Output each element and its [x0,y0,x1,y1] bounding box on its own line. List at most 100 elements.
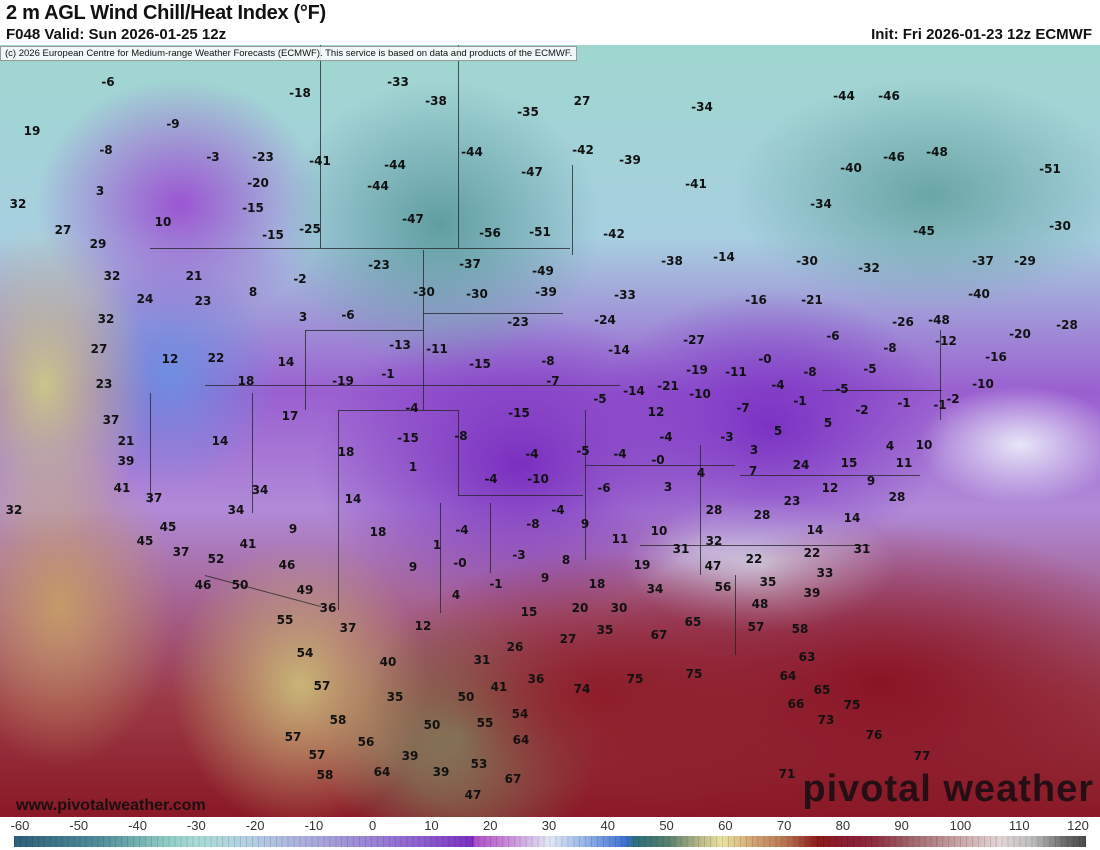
temperature-label: 12 [821,481,839,495]
colorbar-tick-label: 50 [659,818,674,833]
temperature-label: -8 [99,143,113,157]
temperature-label: -39 [619,153,641,167]
border-line [320,45,321,248]
border-line [572,165,573,255]
temperature-label: 12 [161,352,179,366]
colorbar-tick-label: 60 [718,818,733,833]
temperature-label: 50 [231,578,249,592]
colorbar-legend: -60 -50 -40 -30 -20 -10 0 10 20 30 40 50 60 70 80 90 100… [0,817,1100,850]
temperature-label: 20 [571,601,589,615]
temperature-label: -23 [368,258,390,272]
temperature-label: 32 [9,197,27,211]
temperature-label: 12 [414,619,432,633]
colorbar-tick-label: -10 [304,818,324,833]
data-attribution: (c) 2026 European Centre for Medium-rang… [0,46,578,61]
temperature-label: 1 [432,538,442,552]
temperature-label: 48 [751,597,769,611]
temperature-label: 39 [401,749,419,763]
temperature-label: -34 [691,100,713,114]
colorbar-gradient [14,836,1086,847]
temperature-label: 45 [136,534,154,548]
temperature-label: -0 [453,556,467,570]
temperature-label: -1 [381,367,395,381]
temperature-label: 74 [573,682,591,696]
temperature-label: 58 [316,768,334,782]
temperature-label: 18 [337,445,355,459]
temperature-label: -41 [685,177,707,191]
state-line [440,503,441,613]
temperature-label: 39 [432,765,450,779]
temperature-label: -10 [527,472,549,486]
temperature-label: -19 [332,374,354,388]
temperature-label: 65 [684,615,702,629]
colorbar-tick-label: 80 [835,818,851,833]
temperature-label: 27 [54,223,72,237]
init-time: Init: Fri 2026-01-23 12z ECMWF [871,26,1092,43]
temperature-label: -8 [526,517,540,531]
temperature-label: -44 [833,89,855,103]
temperature-label: -4 [771,378,785,392]
temperature-label: 30 [610,601,628,615]
state-line [150,393,151,503]
temperature-label: -39 [535,285,557,299]
colorbar-tick-label: -40 [128,818,147,833]
temperature-label: -11 [426,342,448,356]
temperature-label: 28 [888,490,906,504]
temperature-label: -34 [810,197,832,211]
temperature-label: -15 [262,228,284,242]
temperature-label: -1 [489,577,503,591]
temperature-label: 18 [588,577,606,591]
temperature-label: -8 [803,365,817,379]
temperature-label: 49 [296,583,314,597]
temperature-label: 37 [172,545,190,559]
temperature-label: 34 [227,503,245,517]
temperature-label: 77 [913,749,931,763]
temperature-label: -48 [926,145,948,159]
state-line [338,410,458,411]
temperature-label: -51 [529,225,551,239]
temperature-label: -5 [835,382,849,396]
state-line [338,410,339,610]
weather-map[interactable]: -6 -18 -33 -38 19 -9 -8 -3 -23 -41 -20 -15 -15 -25 3 10… [0,45,1100,817]
temperature-label: -30 [1049,219,1071,233]
state-line [822,390,942,391]
temperature-label: 9 [580,517,590,531]
temperature-label: 50 [423,718,441,732]
temperature-label: -25 [299,222,321,236]
temperature-label: 52 [207,552,225,566]
temperature-label: -4 [659,430,673,444]
temperature-label: -23 [507,315,529,329]
temperature-label: 39 [803,586,821,600]
valid-time: F048 Valid: Sun 2026-01-25 12z [6,26,227,43]
temperature-label: 5 [773,424,783,438]
watermark-url: www.pivotalweather.com [16,797,206,814]
temperature-label: 76 [865,728,883,742]
temperature-label: -6 [101,75,115,89]
temperature-label: 9 [540,571,550,585]
colorbar-tick-label: 110 [1008,818,1030,833]
temperature-label: -37 [459,257,481,271]
colorbar-tick-label: 10 [424,818,439,833]
state-line [585,465,735,466]
temperature-label: 15 [520,605,538,619]
temperature-label: 14 [806,523,824,537]
temperature-label: -2 [946,392,960,406]
temperature-label: 11 [611,532,629,546]
temperature-label: -49 [532,264,554,278]
colorbar-tick-label: 70 [776,818,792,833]
temperature-label: 46 [194,578,212,592]
temperature-label: 58 [791,622,809,636]
temperature-label: -44 [461,145,483,159]
colorbar-tick-label: 100 [949,818,972,833]
temperature-label: -47 [521,165,543,179]
temperature-label: 31 [853,542,871,556]
temperature-label: 21 [185,269,203,283]
temperature-label: -51 [1039,162,1061,176]
border-line [458,45,459,248]
temperature-label: 57 [284,730,302,744]
temperature-label: 37 [102,413,120,427]
temperature-label: 55 [276,613,294,627]
temperature-label: 3 [298,310,308,324]
temperature-label: 67 [504,772,522,786]
colorbar-tick-label: -60 [10,818,30,833]
